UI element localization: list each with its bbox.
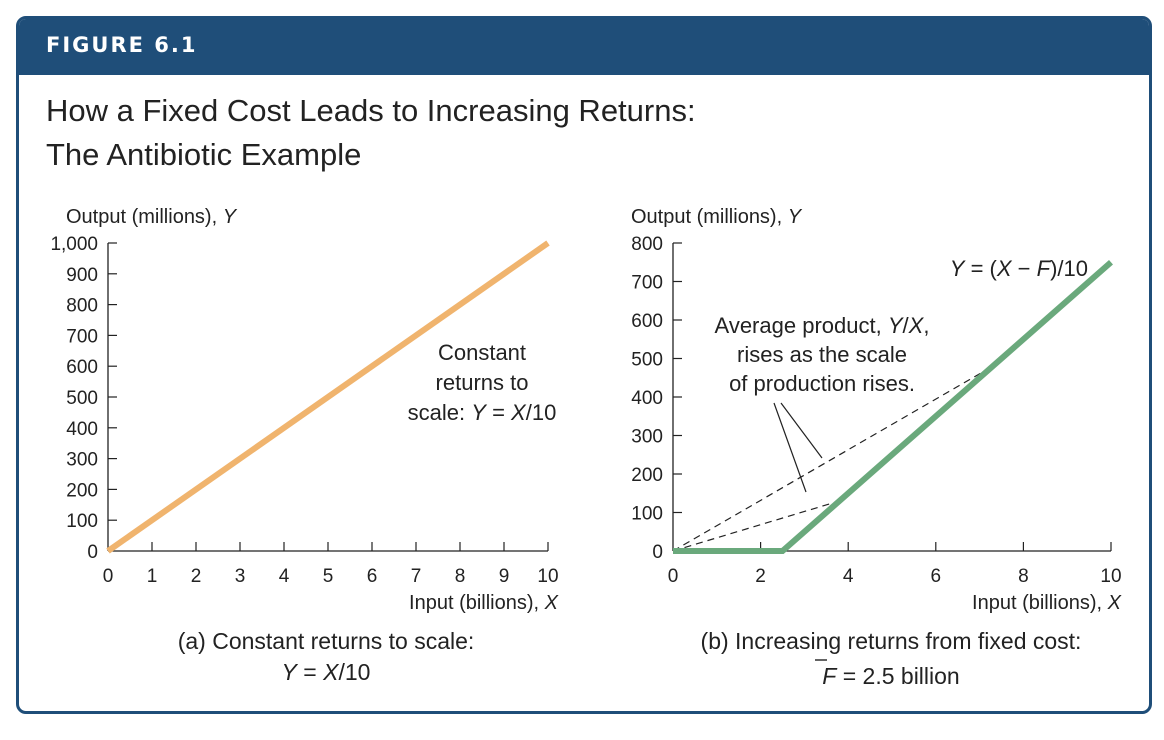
x-tick-label: 9 [499,566,510,587]
x-tick-label: 2 [191,566,202,587]
panel-b-annotation-line: of production rises. [729,371,915,396]
panel-a-caption-line-2: Y = X/10 [282,659,371,685]
title-line-2: The Antibiotic Example [46,137,362,172]
x-axis-title: Input (billions), X [409,592,559,614]
y-tick-label: 700 [66,326,98,347]
x-tick-label: 2 [755,566,766,587]
y-tick-label: 0 [652,542,663,563]
y-tick-label: 300 [631,427,663,448]
x-tick-label: 8 [1018,566,1029,587]
x-tick-label: 10 [1100,566,1121,587]
x-tick-label: 7 [411,566,422,587]
figure-title: How a Fixed Cost Leads to Increasing Ret… [46,89,696,177]
panel-a-caption-line-1: (a) Constant returns to scale: [178,628,475,654]
x-tick-label: 3 [235,566,246,587]
y-tick-label: 100 [66,511,98,532]
x-tick-label: 5 [323,566,334,587]
title-line-1: How a Fixed Cost Leads to Increasing Ret… [46,93,696,128]
x-tick-label: 6 [931,566,942,587]
x-tick-label: 10 [537,566,558,587]
figure-header-bar: FIGURE 6.1 [19,19,1149,75]
y-tick-label: 0 [87,542,98,563]
panel-b-annotation-line: Average product, Y/X, [715,313,930,338]
y-tick-label: 700 [631,273,663,294]
y-tick-label: 200 [66,480,98,501]
x-tick-label: 4 [279,566,290,587]
x-tick-label: 0 [103,566,114,587]
y-tick-label: 400 [66,419,98,440]
y-tick-label: 200 [631,465,663,486]
equation-label: Y = (X − F)/10 [950,256,1088,281]
y-tick-label: 900 [66,265,98,286]
panel-b-caption-line-1: (b) Increasing returns from fixed cost: [701,628,1082,654]
panel-a-annotation-line: returns to [436,370,529,395]
x-axis-title: Input (billions), X [972,592,1122,614]
average-product-ray-2 [672,365,994,552]
panel-b-chart: 0 100 200 300 400 500 600 700 800 0 2 4 6 8 10 Output (… [631,206,1122,689]
x-tick-label: 4 [843,566,854,587]
y-tick-label: 300 [66,450,98,471]
annotation-pointer-line [773,402,807,493]
y-axis-title: Output (millions), Y [631,206,803,228]
y-tick-label: 800 [631,234,663,255]
average-product-ray-1 [672,500,840,552]
y-tick-label: 500 [631,350,663,371]
y-tick-label: 600 [631,311,663,332]
y-axis-title: Output (millions), Y [66,206,238,228]
figure-label: FIGURE 6.1 [46,33,198,57]
y-tick-label: 500 [66,388,98,409]
panel-a-chart: 0 100 200 300 400 500 600 700 800 900 1,000 0 1 2 3 4 5 6… [50,206,558,685]
figure-frame: FIGURE 6.1 How a Fixed Cost Leads to Inc… [16,16,1152,714]
y-tick-label: 600 [66,357,98,378]
x-tick-label: 8 [455,566,466,587]
x-tick-label: 0 [668,566,679,587]
panel-a-annotation-line: Constant [438,340,526,365]
annotation-pointer-line [780,402,823,459]
y-tick-label: 800 [66,296,98,317]
series-line-1 [673,260,1113,554]
panel-a-annotation-line: scale: Y = X/10 [408,400,557,425]
y-tick-label: 1,000 [50,234,98,255]
x-tick-label: 6 [367,566,378,587]
y-tick-label: 400 [631,388,663,409]
panel-b-caption-line-2: F = 2.5 billion [822,663,959,689]
series-line-1 [106,240,550,554]
x-tick-label: 1 [147,566,158,587]
y-tick-label: 100 [631,504,663,525]
panel-b-annotation-line: rises as the scale [737,342,907,367]
